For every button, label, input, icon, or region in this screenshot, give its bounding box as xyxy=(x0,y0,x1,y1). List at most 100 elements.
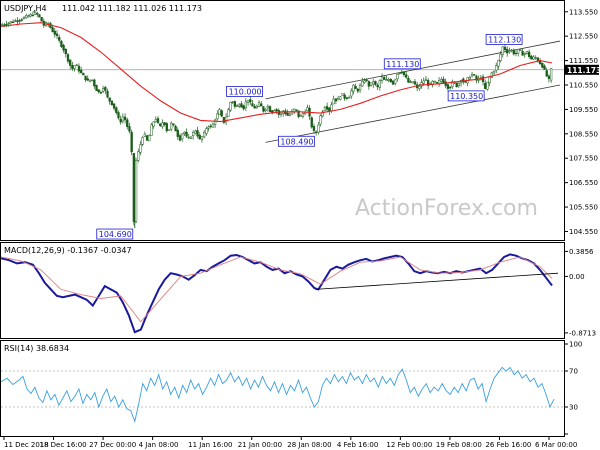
candle-body xyxy=(145,135,149,141)
time-axis-label: 26 Feb 16:00 xyxy=(485,441,531,449)
candle-body xyxy=(38,14,41,18)
price-callout-label: 112.130 xyxy=(488,35,521,44)
candle-body xyxy=(55,33,59,37)
candle-body xyxy=(506,48,509,54)
channel-line xyxy=(265,84,561,143)
time-axis-label: 6 Mar 00:00 xyxy=(535,441,577,449)
price-callout-label: 104.690 xyxy=(99,230,132,239)
candle-body xyxy=(165,123,168,132)
candle-body xyxy=(409,81,412,83)
candle-body xyxy=(547,75,551,79)
candle-body xyxy=(255,105,258,108)
candle-body xyxy=(218,109,221,115)
candle-body xyxy=(363,80,366,83)
candle-body xyxy=(202,131,206,138)
price-callout-label: 110.350 xyxy=(450,92,483,101)
candle-body xyxy=(240,103,243,108)
candle-body xyxy=(486,81,489,90)
price-axis-label: 108.550 xyxy=(569,130,598,138)
candle-body xyxy=(108,97,111,102)
candle-body xyxy=(130,131,133,153)
macd-trendline xyxy=(315,272,559,290)
candle-body xyxy=(69,59,72,66)
candle-body xyxy=(152,121,155,127)
candle-body xyxy=(534,57,537,59)
candle-body xyxy=(104,87,107,91)
candle-body xyxy=(154,118,157,122)
candle-body xyxy=(137,151,140,161)
price-axis-label: 107.550 xyxy=(569,155,598,163)
candle-body xyxy=(310,117,313,128)
candle-body xyxy=(398,72,401,75)
candle-body xyxy=(88,79,92,82)
candle-body xyxy=(347,97,351,99)
price-axis-label: 105.550 xyxy=(569,204,598,212)
candle-body xyxy=(455,82,458,88)
candle-body xyxy=(141,137,144,145)
rsi-header: RSI(14) 38.6834 xyxy=(4,344,69,353)
price-callout: 108.490 xyxy=(278,135,315,147)
candle-body xyxy=(64,48,67,55)
candle-body xyxy=(7,22,10,25)
candle-body xyxy=(286,112,289,116)
rsi-axis-label: 70 xyxy=(569,368,578,376)
time-axis-label: 4 Jan 08:00 xyxy=(139,441,179,449)
candle-body xyxy=(213,119,217,125)
candle-body xyxy=(198,134,201,140)
candle-body xyxy=(517,49,520,54)
last-price-label: 111.173 xyxy=(567,66,600,75)
candle-body xyxy=(339,96,342,100)
candle-body xyxy=(288,113,291,116)
candle-body xyxy=(321,111,324,117)
candle-body xyxy=(143,133,146,137)
candle-body xyxy=(170,122,173,130)
price-header-ohlc: 111.042 111.182 111.026 111.173 xyxy=(62,4,202,13)
price-axis-label: 106.550 xyxy=(569,179,598,187)
candle-body xyxy=(244,101,248,108)
candle-body xyxy=(220,110,223,117)
rsi-line xyxy=(0,366,555,423)
candle-body xyxy=(51,27,54,33)
candle-body xyxy=(123,116,127,121)
price-axis-label: 112.550 xyxy=(569,33,598,41)
candle-body xyxy=(172,123,175,126)
candle-body xyxy=(473,74,476,76)
candle-body xyxy=(501,46,504,55)
candle-body xyxy=(510,49,513,52)
candle-body xyxy=(167,129,171,131)
candle-body xyxy=(150,124,153,136)
candle-body xyxy=(128,126,131,132)
candle-body xyxy=(378,80,381,88)
candle-body xyxy=(82,73,85,76)
candle-body xyxy=(391,80,395,85)
candle-body xyxy=(299,115,302,117)
candle-body xyxy=(549,68,553,81)
candle-body xyxy=(60,40,63,47)
price-axis-label: 113.550 xyxy=(569,8,598,16)
candle-body xyxy=(385,79,388,81)
candle-body xyxy=(266,106,269,109)
candle-body xyxy=(110,100,114,106)
candle-body xyxy=(514,52,518,55)
candle-body xyxy=(115,107,118,113)
candle-body xyxy=(233,101,237,107)
candle-body xyxy=(475,75,478,81)
candle-body xyxy=(376,85,379,88)
candle-body xyxy=(249,99,252,103)
candle-body xyxy=(222,117,226,123)
candle-body xyxy=(5,24,8,26)
candle-body xyxy=(77,65,81,72)
candle-body xyxy=(126,119,129,127)
candle-body xyxy=(134,160,138,222)
candle-body xyxy=(488,76,491,84)
candle-body xyxy=(420,82,423,87)
candle-body xyxy=(99,92,103,94)
candle-body xyxy=(345,97,349,99)
candle-body xyxy=(71,64,74,69)
candle-body xyxy=(451,81,454,88)
candle-body xyxy=(396,74,399,80)
candle-body xyxy=(341,93,344,96)
candle-body xyxy=(319,115,322,125)
time-axis-label: 28 Jan 08:00 xyxy=(287,441,331,449)
